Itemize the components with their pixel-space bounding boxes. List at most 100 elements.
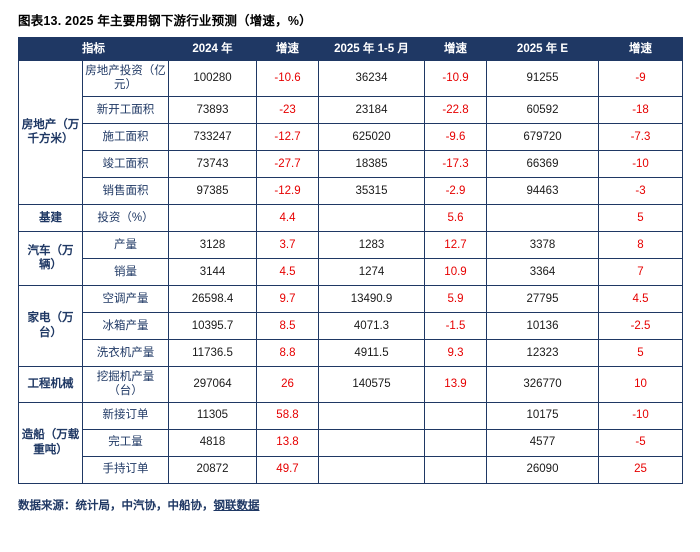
- value-2025-jan-may-cell: 13490.9: [318, 284, 425, 313]
- value-2025e-cell: 94463: [486, 176, 599, 205]
- header-2025e: 2025 年 E: [486, 37, 599, 61]
- growth-2025-jan-may-cell: 5.6: [424, 203, 487, 232]
- table-row: 完工量 4818 13.8 4577 -5: [19, 428, 683, 457]
- growth-2025e-cell: -10: [598, 149, 683, 178]
- value-2024-cell: 4818: [168, 428, 257, 457]
- indicator-cell: 投资（%）: [82, 203, 169, 232]
- growth-2025e-cell: 4.5: [598, 284, 683, 313]
- value-2025e-cell: [486, 203, 599, 232]
- header-growth-2024: 增速: [256, 37, 319, 61]
- growth-2024-cell: 8.8: [256, 338, 319, 367]
- indicator-cell: 施工面积: [82, 122, 169, 151]
- value-2025-jan-may-cell: [318, 401, 425, 430]
- data-source-brand: 钢联数据: [213, 499, 260, 512]
- growth-2024-cell: 4.5: [256, 257, 319, 286]
- growth-2024-cell: -12.7: [256, 122, 319, 151]
- growth-2025e-cell: 25: [598, 455, 683, 484]
- growth-2025e-cell: -2.5: [598, 311, 683, 340]
- table-row: 施工面积 733247 -12.7 625020 -9.6 679720 -7.3: [19, 122, 683, 151]
- data-source-prefix: 数据来源：统计局，中汽协，中船协，: [18, 499, 214, 512]
- growth-2025e-cell: -10: [598, 401, 683, 430]
- growth-2025e-cell: -9: [598, 60, 683, 97]
- value-2025e-cell: 66369: [486, 149, 599, 178]
- header-2025-jan-may: 2025 年 1-5 月: [318, 37, 425, 61]
- header-row: 指标 2024 年 增速 2025 年 1-5 月 增速 2025 年 E 增速: [18, 37, 683, 61]
- category-cell: 造船（万载重吨）: [18, 401, 83, 484]
- value-2025-jan-may-cell: 18385: [318, 149, 425, 178]
- growth-2024-cell: 4.4: [256, 203, 319, 232]
- value-2025e-cell: 27795: [486, 284, 599, 313]
- indicator-cell: 手持订单: [82, 455, 169, 484]
- indicator-cell: 销售面积: [82, 176, 169, 205]
- growth-2025-jan-may-cell: 12.7: [424, 230, 487, 259]
- category-cell: 工程机械: [18, 365, 83, 403]
- growth-2025-jan-may-cell: 5.9: [424, 284, 487, 313]
- table-row: 手持订单 20872 49.7 26090 25: [19, 455, 683, 484]
- table-header: 指标 2024 年 增速 2025 年 1-5 月 增速 2025 年 E 增速: [18, 37, 683, 61]
- indicator-cell: 冰箱产量: [82, 311, 169, 340]
- growth-2025-jan-may-cell: -17.3: [424, 149, 487, 178]
- growth-2025e-cell: -7.3: [598, 122, 683, 151]
- growth-2025e-cell: -18: [598, 95, 683, 124]
- growth-2025e-cell: 7: [598, 257, 683, 286]
- table-row: 新开工面积 73893 -23 23184 -22.8 60592 -18: [19, 95, 683, 124]
- value-2025e-cell: 3364: [486, 257, 599, 286]
- growth-2025e-cell: -5: [598, 428, 683, 457]
- value-2025-jan-may-cell: 1283: [318, 230, 425, 259]
- growth-2024-cell: -10.6: [256, 60, 319, 97]
- growth-2025e-cell: 10: [598, 365, 683, 403]
- growth-2024-cell: 49.7: [256, 455, 319, 484]
- figure-title: 图表13. 2025 年主要用钢下游行业预测（增速，%）: [18, 14, 312, 28]
- table-row: 竣工面积 73743 -27.7 18385 -17.3 66369 -10: [19, 149, 683, 178]
- value-2024-cell: 20872: [168, 455, 257, 484]
- header-2024: 2024 年: [168, 37, 257, 61]
- growth-2024-cell: -27.7: [256, 149, 319, 178]
- value-2025-jan-may-cell: 35315: [318, 176, 425, 205]
- growth-2025-jan-may-cell: -1.5: [424, 311, 487, 340]
- value-2024-cell: 97385: [168, 176, 257, 205]
- value-2024-cell: 3144: [168, 257, 257, 286]
- growth-2024-cell: -23: [256, 95, 319, 124]
- indicator-cell: 洗衣机产量: [82, 338, 169, 367]
- value-2024-cell: 100280: [168, 60, 257, 97]
- growth-2025-jan-may-cell: 13.9: [424, 365, 487, 403]
- value-2024-cell: 3128: [168, 230, 257, 259]
- header-growth-2025e: 增速: [598, 37, 683, 61]
- forecast-table: 指标 2024 年 增速 2025 年 1-5 月 增速 2025 年 E 增速…: [18, 37, 683, 484]
- growth-2025e-cell: 5: [598, 203, 683, 232]
- value-2025-jan-may-cell: 1274: [318, 257, 425, 286]
- table-row: 工程机械 挖掘机产量（台） 297064 26 140575 13.9 326770 10: [18, 365, 683, 403]
- table-body: 房地产（万千方米） 房地产投资（亿元） 100280 -10.6 36234 -10.9 9…: [18, 60, 683, 484]
- table-row: 冰箱产量 10395.7 8.5 4071.3 -1.5 10136 -2.5: [19, 311, 683, 340]
- value-2024-cell: 26598.4: [168, 284, 257, 313]
- growth-2024-cell: 8.5: [256, 311, 319, 340]
- value-2025e-cell: 326770: [486, 365, 599, 403]
- growth-2025-jan-may-cell: -9.6: [424, 122, 487, 151]
- data-source-note: 数据来源：统计局，中汽协，中船协，钢联数据: [18, 497, 682, 513]
- growth-2025-jan-may-cell: -22.8: [424, 95, 487, 124]
- growth-2025e-cell: -3: [598, 176, 683, 205]
- indicator-cell: 房地产投资（亿元）: [82, 60, 169, 97]
- value-2025e-cell: 10136: [486, 311, 599, 340]
- header-growth-2025-jan-may: 增速: [424, 37, 487, 61]
- value-2024-cell: 297064: [168, 365, 257, 403]
- value-2024-cell: 73893: [168, 95, 257, 124]
- growth-2025-jan-may-cell: [424, 401, 487, 430]
- value-2025-jan-may-cell: [318, 455, 425, 484]
- value-2025e-cell: 3378: [486, 230, 599, 259]
- value-2025-jan-may-cell: [318, 428, 425, 457]
- table-row: 基建 投资（%） 4.4 5.6 5: [18, 203, 683, 232]
- table-row: 汽车（万辆） 产量 3128 3.7 1283 12.7 3378 8: [18, 230, 683, 286]
- table-row: 造船（万载重吨） 新接订单 11305 58.8 10175 -10: [18, 401, 683, 484]
- growth-2024-cell: 13.8: [256, 428, 319, 457]
- value-2025e-cell: 10175: [486, 401, 599, 430]
- value-2025-jan-may-cell: 625020: [318, 122, 425, 151]
- value-2025e-cell: 4577: [486, 428, 599, 457]
- value-2025-jan-may-cell: 23184: [318, 95, 425, 124]
- value-2024-cell: 73743: [168, 149, 257, 178]
- growth-2025-jan-may-cell: 10.9: [424, 257, 487, 286]
- table-row: 洗衣机产量 11736.5 8.8 4911.5 9.3 12323 5: [19, 338, 683, 367]
- value-2025-jan-may-cell: [318, 203, 425, 232]
- growth-2025-jan-may-cell: 9.3: [424, 338, 487, 367]
